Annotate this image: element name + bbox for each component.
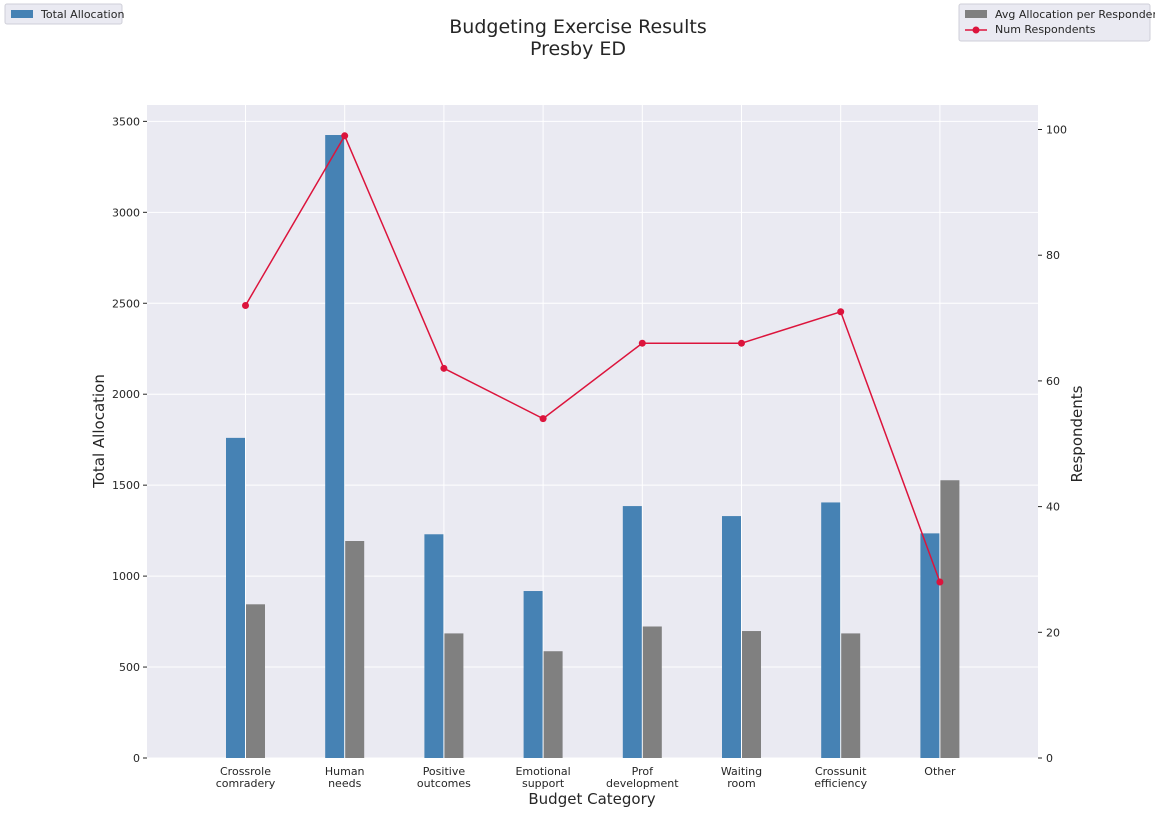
x-tick-label: development	[606, 777, 679, 790]
legend-swatch-total-allocation	[11, 10, 33, 18]
y-tick-label: 1000	[112, 570, 140, 583]
bar-total-allocation	[622, 506, 642, 758]
y2-tick-label: 40	[1046, 501, 1060, 514]
x-tick-label: room	[727, 777, 755, 790]
x-tick-label: support	[522, 777, 565, 790]
bar-avg-allocation	[742, 631, 761, 758]
bar-avg-allocation	[543, 651, 563, 758]
bar-total-allocation	[325, 135, 345, 759]
legend-marker-num-respondents	[972, 26, 980, 34]
respondents-point	[837, 308, 845, 316]
y2-tick-label: 80	[1046, 249, 1060, 262]
bar-total-allocation	[920, 533, 940, 758]
x-tick-label: needs	[328, 777, 361, 790]
y2-tick-label: 60	[1046, 375, 1060, 388]
bar-total-allocation	[226, 437, 245, 758]
legend-label-total-allocation: Total Allocation	[40, 8, 124, 21]
bar-total-allocation	[424, 534, 444, 758]
y-axis-label: Total Allocation	[90, 374, 108, 489]
bar-avg-allocation	[246, 604, 265, 758]
legend-label-num-respondents: Num Respondents	[995, 23, 1096, 36]
respondents-point	[936, 578, 944, 586]
x-tick-label: efficiency	[814, 777, 867, 790]
x-tick-label: Emotional	[515, 765, 570, 778]
respondents-line	[242, 132, 944, 586]
left-axis-ticks: 0 500 1000 1500 2000 2500 3000 3500	[112, 115, 147, 765]
y-tick-label: 2000	[112, 388, 140, 401]
x-axis-label: Budget Category	[528, 790, 655, 808]
bar-avg-allocation	[444, 633, 464, 758]
x-tick-label: Crossunit	[815, 765, 867, 778]
x-tick-label: Crossrole	[220, 765, 271, 778]
bar-marks	[226, 135, 960, 759]
y-tick-label: 2500	[112, 297, 140, 310]
y-tick-label: 0	[133, 752, 140, 765]
chart-title: Budgeting Exercise Results	[449, 16, 706, 38]
bar-total-allocation	[523, 591, 543, 758]
y2-tick-label: 100	[1046, 124, 1067, 137]
chart-subtitle: Presby ED	[530, 38, 626, 60]
respondents-point	[638, 339, 646, 347]
respondents-point	[242, 301, 249, 309]
legend-label-avg-allocation: Avg Allocation per Respondent	[995, 8, 1155, 21]
respondents-point	[341, 132, 349, 140]
bar-total-allocation	[722, 516, 741, 758]
bar-avg-allocation	[345, 541, 365, 758]
bar-avg-allocation	[642, 626, 662, 758]
respondents-point	[738, 339, 745, 347]
legend-left: Total Allocation	[4, 3, 124, 25]
x-tick-label: Human	[325, 765, 365, 778]
x-tick-label: comradery	[216, 777, 276, 790]
y-tick-label: 1500	[112, 479, 140, 492]
y-tick-label: 3500	[112, 115, 140, 128]
plot-area	[147, 105, 1038, 758]
bar-avg-allocation	[940, 480, 960, 758]
x-tick-label: Positive	[423, 765, 466, 778]
right-axis-ticks: 0 20 40 60 80 100	[1038, 124, 1067, 765]
y-tick-label: 3000	[112, 206, 140, 219]
legend-right: Avg Allocation per Respondent Num Respon…	[958, 3, 1155, 42]
bar-total-allocation	[821, 502, 841, 758]
x-tick-label: Prof	[632, 765, 654, 778]
y2-axis-label: Respondents	[1068, 385, 1086, 482]
respondents-point	[539, 415, 547, 423]
respondents-line-path	[244, 134, 941, 583]
legend-swatch-avg-allocation	[965, 10, 987, 18]
respondents-point	[440, 364, 448, 372]
x-tick-label: outcomes	[417, 777, 471, 790]
gridlines	[147, 105, 1038, 759]
y2-tick-label: 0	[1046, 752, 1053, 765]
bar-avg-allocation	[841, 633, 861, 758]
x-tick-label: Waiting	[721, 765, 762, 778]
y-tick-label: 500	[119, 661, 140, 674]
y2-tick-label: 20	[1046, 626, 1060, 639]
x-tick-label: Other	[924, 765, 956, 778]
